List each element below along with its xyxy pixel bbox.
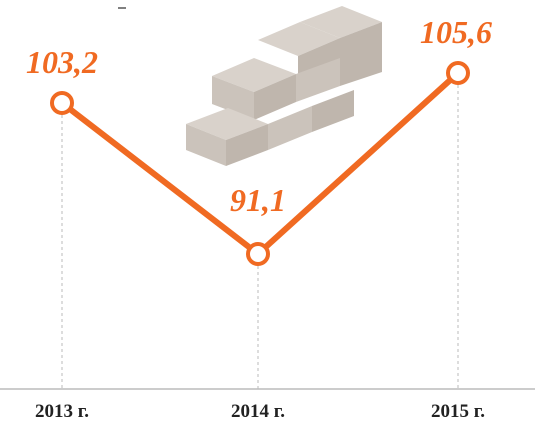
value-label: 91,1: [230, 182, 286, 218]
x-tick-label: 2015 г.: [431, 401, 485, 422]
point: [448, 63, 468, 83]
value-label: 105,6: [420, 14, 492, 50]
point: [52, 93, 72, 113]
chart: 103,2 91,1 105,6 2013 г. 2014 г. 2015 г.: [0, 0, 535, 422]
point: [248, 244, 268, 264]
x-tick-label: 2013 г.: [35, 401, 89, 422]
bricks-icon: [186, 6, 382, 166]
value-label: 103,2: [26, 44, 98, 80]
x-tick-label: 2014 г.: [231, 401, 285, 422]
